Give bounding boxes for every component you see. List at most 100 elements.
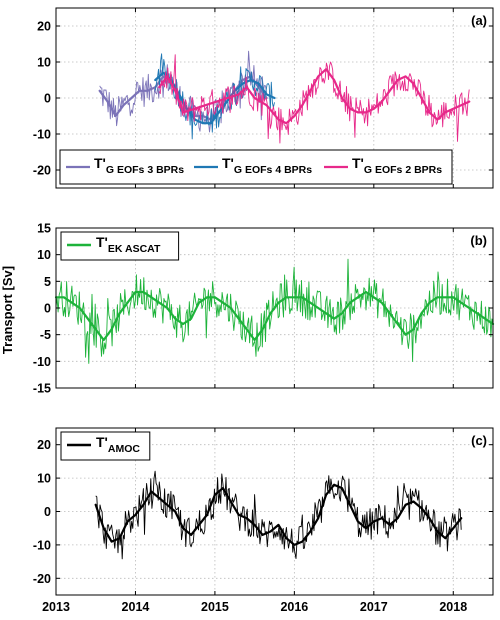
y-tick-label: 0: [44, 302, 51, 316]
data-point: [380, 301, 383, 304]
data-point: [285, 122, 288, 125]
data-point: [134, 513, 137, 516]
data-point: [420, 97, 423, 99]
data-point: [444, 296, 447, 299]
data-point: [134, 291, 137, 293]
data-point: [333, 317, 335, 320]
data-point: [166, 307, 169, 309]
data-point: [190, 534, 193, 536]
panel-c: 20 10 0 -10 -20 2013 2014 2015 2016 2017 2018 (c) T'…: [33, 427, 494, 614]
x-tick-label: 2017: [360, 600, 388, 614]
data-point: [98, 89, 101, 92]
data-point: [229, 500, 232, 503]
data-point: [428, 111, 431, 114]
series-magenta: [158, 54, 471, 144]
data-point: [317, 307, 320, 309]
data-point: [178, 93, 181, 96]
data-point: [396, 517, 399, 520]
data-point: [277, 524, 280, 526]
data-point: [198, 301, 200, 304]
raw-line-black: [95, 470, 462, 560]
data-point: [372, 520, 375, 523]
legend: T'AMOC: [60, 431, 151, 461]
data-point: [206, 296, 208, 299]
data-point: [309, 89, 312, 92]
data-point: [380, 100, 383, 103]
x-tick-label: 2015: [201, 600, 229, 614]
data-point: [404, 75, 407, 78]
data-point: [468, 100, 471, 103]
data-point: [428, 301, 431, 304]
data-point: [158, 301, 161, 304]
data-point: [166, 75, 169, 78]
data-point: [341, 97, 343, 99]
data-point: [126, 301, 129, 304]
data-point: [150, 490, 153, 493]
data-point: [198, 524, 200, 526]
data-point: [273, 97, 276, 99]
series-green: [54, 258, 495, 364]
y-tick-label: -20: [33, 164, 51, 178]
data-point: [245, 86, 248, 89]
data-point: [118, 537, 121, 540]
data-point: [202, 122, 204, 125]
data-point: [110, 540, 113, 543]
data-point: [388, 524, 391, 526]
data-point: [372, 296, 375, 299]
data-point: [229, 307, 232, 309]
legend: T'G EOFs 3 BPRs T'G EOFs 4 BPRs T'G EOFs 2…: [59, 149, 453, 185]
data-point: [182, 323, 185, 325]
panel-label: (a): [471, 13, 487, 28]
y-tick-label: 20: [37, 438, 51, 452]
legend-label: T'G EOFs 2 BPRs: [352, 155, 442, 176]
legend-box: [59, 149, 453, 185]
data-point: [325, 493, 327, 496]
y-tick-label: 10: [37, 472, 51, 486]
data-point: [237, 317, 240, 320]
x-tick-label: 2016: [280, 600, 308, 614]
panel-b: 15 10 5 0 -5 -10 -15 (b) T'EK ASCAT: [33, 222, 495, 396]
data-point: [110, 328, 113, 331]
x-tick-label: 2014: [122, 600, 150, 614]
data-point: [349, 301, 351, 304]
data-point: [317, 517, 320, 520]
y-tick-label: 10: [37, 248, 51, 262]
panel-label: (b): [470, 233, 487, 248]
data-point: [106, 100, 109, 103]
data-point: [102, 527, 105, 530]
data-point: [309, 530, 312, 533]
data-point: [158, 86, 161, 89]
legend-label: T'G EOFs 4 BPRs: [222, 155, 312, 176]
data-point: [293, 115, 296, 117]
data-point: [63, 296, 65, 299]
data-point: [460, 104, 463, 107]
data-point: [396, 323, 399, 325]
data-point: [154, 79, 157, 81]
data-point: [412, 82, 415, 85]
data-point: [349, 107, 351, 110]
data-point: [357, 111, 359, 114]
data-point: [452, 107, 455, 110]
data-point: [436, 296, 439, 299]
data-point: [130, 97, 133, 99]
x-tick-label: 2018: [439, 600, 467, 614]
data-point: [309, 301, 312, 304]
data-point: [237, 93, 240, 96]
data-point: [222, 487, 224, 489]
data-point: [214, 493, 216, 496]
y-tick-label: -20: [33, 572, 51, 586]
data-point: [114, 115, 117, 117]
data-point: [444, 537, 447, 540]
data-point: [142, 291, 145, 293]
y-tick-label: 5: [44, 275, 51, 289]
data-point: [249, 79, 252, 81]
data-point: [182, 111, 185, 114]
data-point: [118, 312, 121, 315]
data-point: [277, 301, 280, 304]
y-tick-label: -10: [33, 128, 51, 142]
data-point: [265, 104, 268, 107]
data-point: [222, 301, 224, 304]
data-point: [372, 107, 375, 110]
data-point: [301, 540, 304, 543]
data-point: [174, 510, 177, 513]
